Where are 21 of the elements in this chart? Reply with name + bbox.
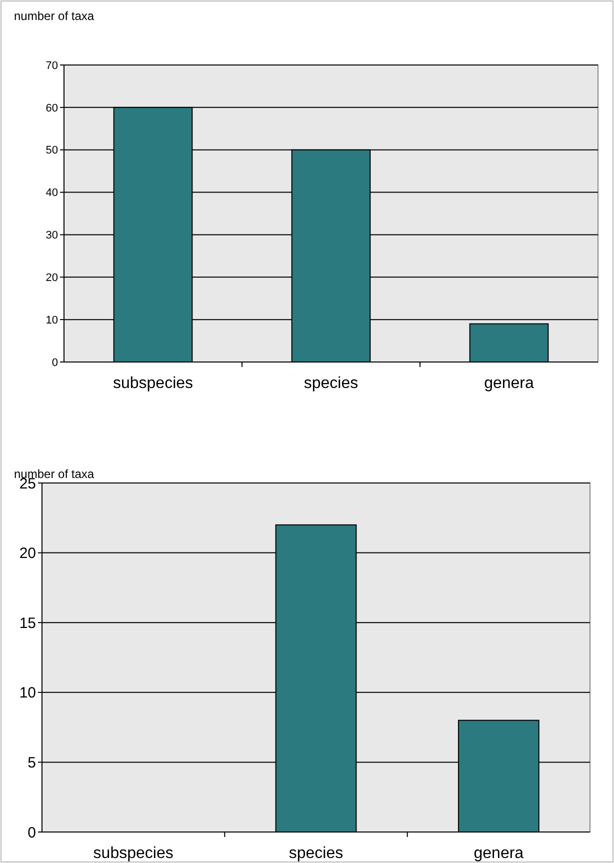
bar — [469, 323, 549, 362]
x-tick-label: species — [288, 845, 344, 862]
x-tick-label: subspecies — [112, 375, 194, 392]
y-axis-title: number of taxa — [14, 9, 94, 23]
y-tick-label: 10 — [19, 684, 36, 702]
y-tick-label: 50 — [46, 144, 58, 157]
y-tick-label: 20 — [19, 545, 36, 562]
x-tick-label: species — [304, 375, 358, 392]
x-tick-label: genera — [474, 845, 524, 862]
y-tick-label: 20 — [46, 272, 58, 284]
y-tick-label: 60 — [46, 102, 58, 114]
y-tick-label: 0 — [52, 356, 58, 369]
y-tick-label: 70 — [46, 60, 58, 72]
y-tick-label: 5 — [28, 754, 36, 772]
y-tick-label: 30 — [46, 230, 58, 242]
y-tick-label: 40 — [46, 187, 58, 200]
x-tick-label: subspecies — [93, 845, 174, 862]
y-tick-label: 10 — [46, 314, 58, 326]
y-tick-label: 0 — [28, 824, 36, 842]
x-tick-label: genera — [484, 375, 534, 392]
y-tick-label: 15 — [19, 614, 36, 632]
